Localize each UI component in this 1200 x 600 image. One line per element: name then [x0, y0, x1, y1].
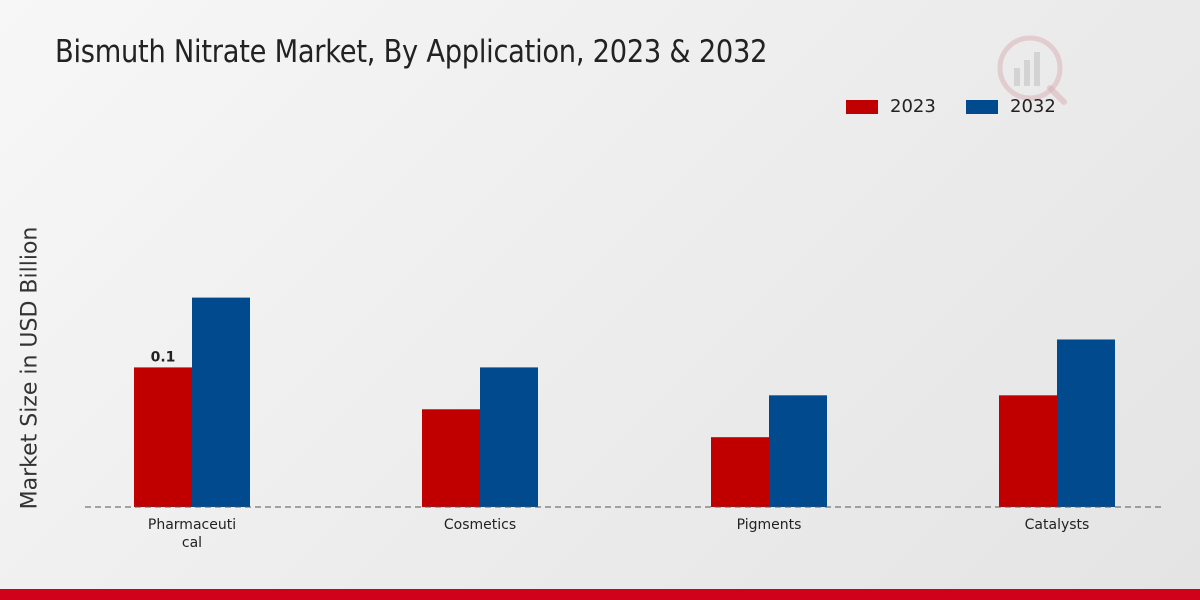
x-tick-label-pigments: Pigments [737, 517, 802, 533]
legend-swatch-2023 [846, 99, 878, 114]
bar-2023-pigments [711, 437, 769, 507]
legend-item-2032: 2032 [966, 96, 1056, 117]
bottom-accent-bar [0, 589, 1200, 600]
brand-logo-icon [994, 32, 1070, 112]
bar-2032-pigments [769, 395, 827, 507]
bar-2023-cosmetics [422, 409, 480, 507]
bar-2032-pharmaceutical [192, 297, 250, 507]
legend-swatch-2032 [966, 99, 998, 114]
bar-2032-catalysts [1057, 339, 1115, 507]
x-tick-label-cosmetics: Cosmetics [444, 517, 516, 533]
data-label-2023-pharmaceutical: 0.1 [151, 349, 176, 365]
legend-label-2023: 2023 [890, 96, 936, 117]
bar-2023-catalysts [999, 395, 1057, 507]
chart-title: Bismuth Nitrate Market, By Application, … [55, 34, 768, 70]
x-tick-label-pharmaceutical: Pharmaceuti [148, 517, 236, 533]
legend-item-2023: 2023 [846, 96, 936, 117]
bar-2023-pharmaceutical [134, 367, 192, 507]
legend-label-2032: 2032 [1010, 96, 1056, 117]
x-tick-label-pharmaceutical: cal [182, 535, 202, 551]
x-tick-label-catalysts: Catalysts [1025, 517, 1090, 533]
bar-2032-cosmetics [480, 367, 538, 507]
